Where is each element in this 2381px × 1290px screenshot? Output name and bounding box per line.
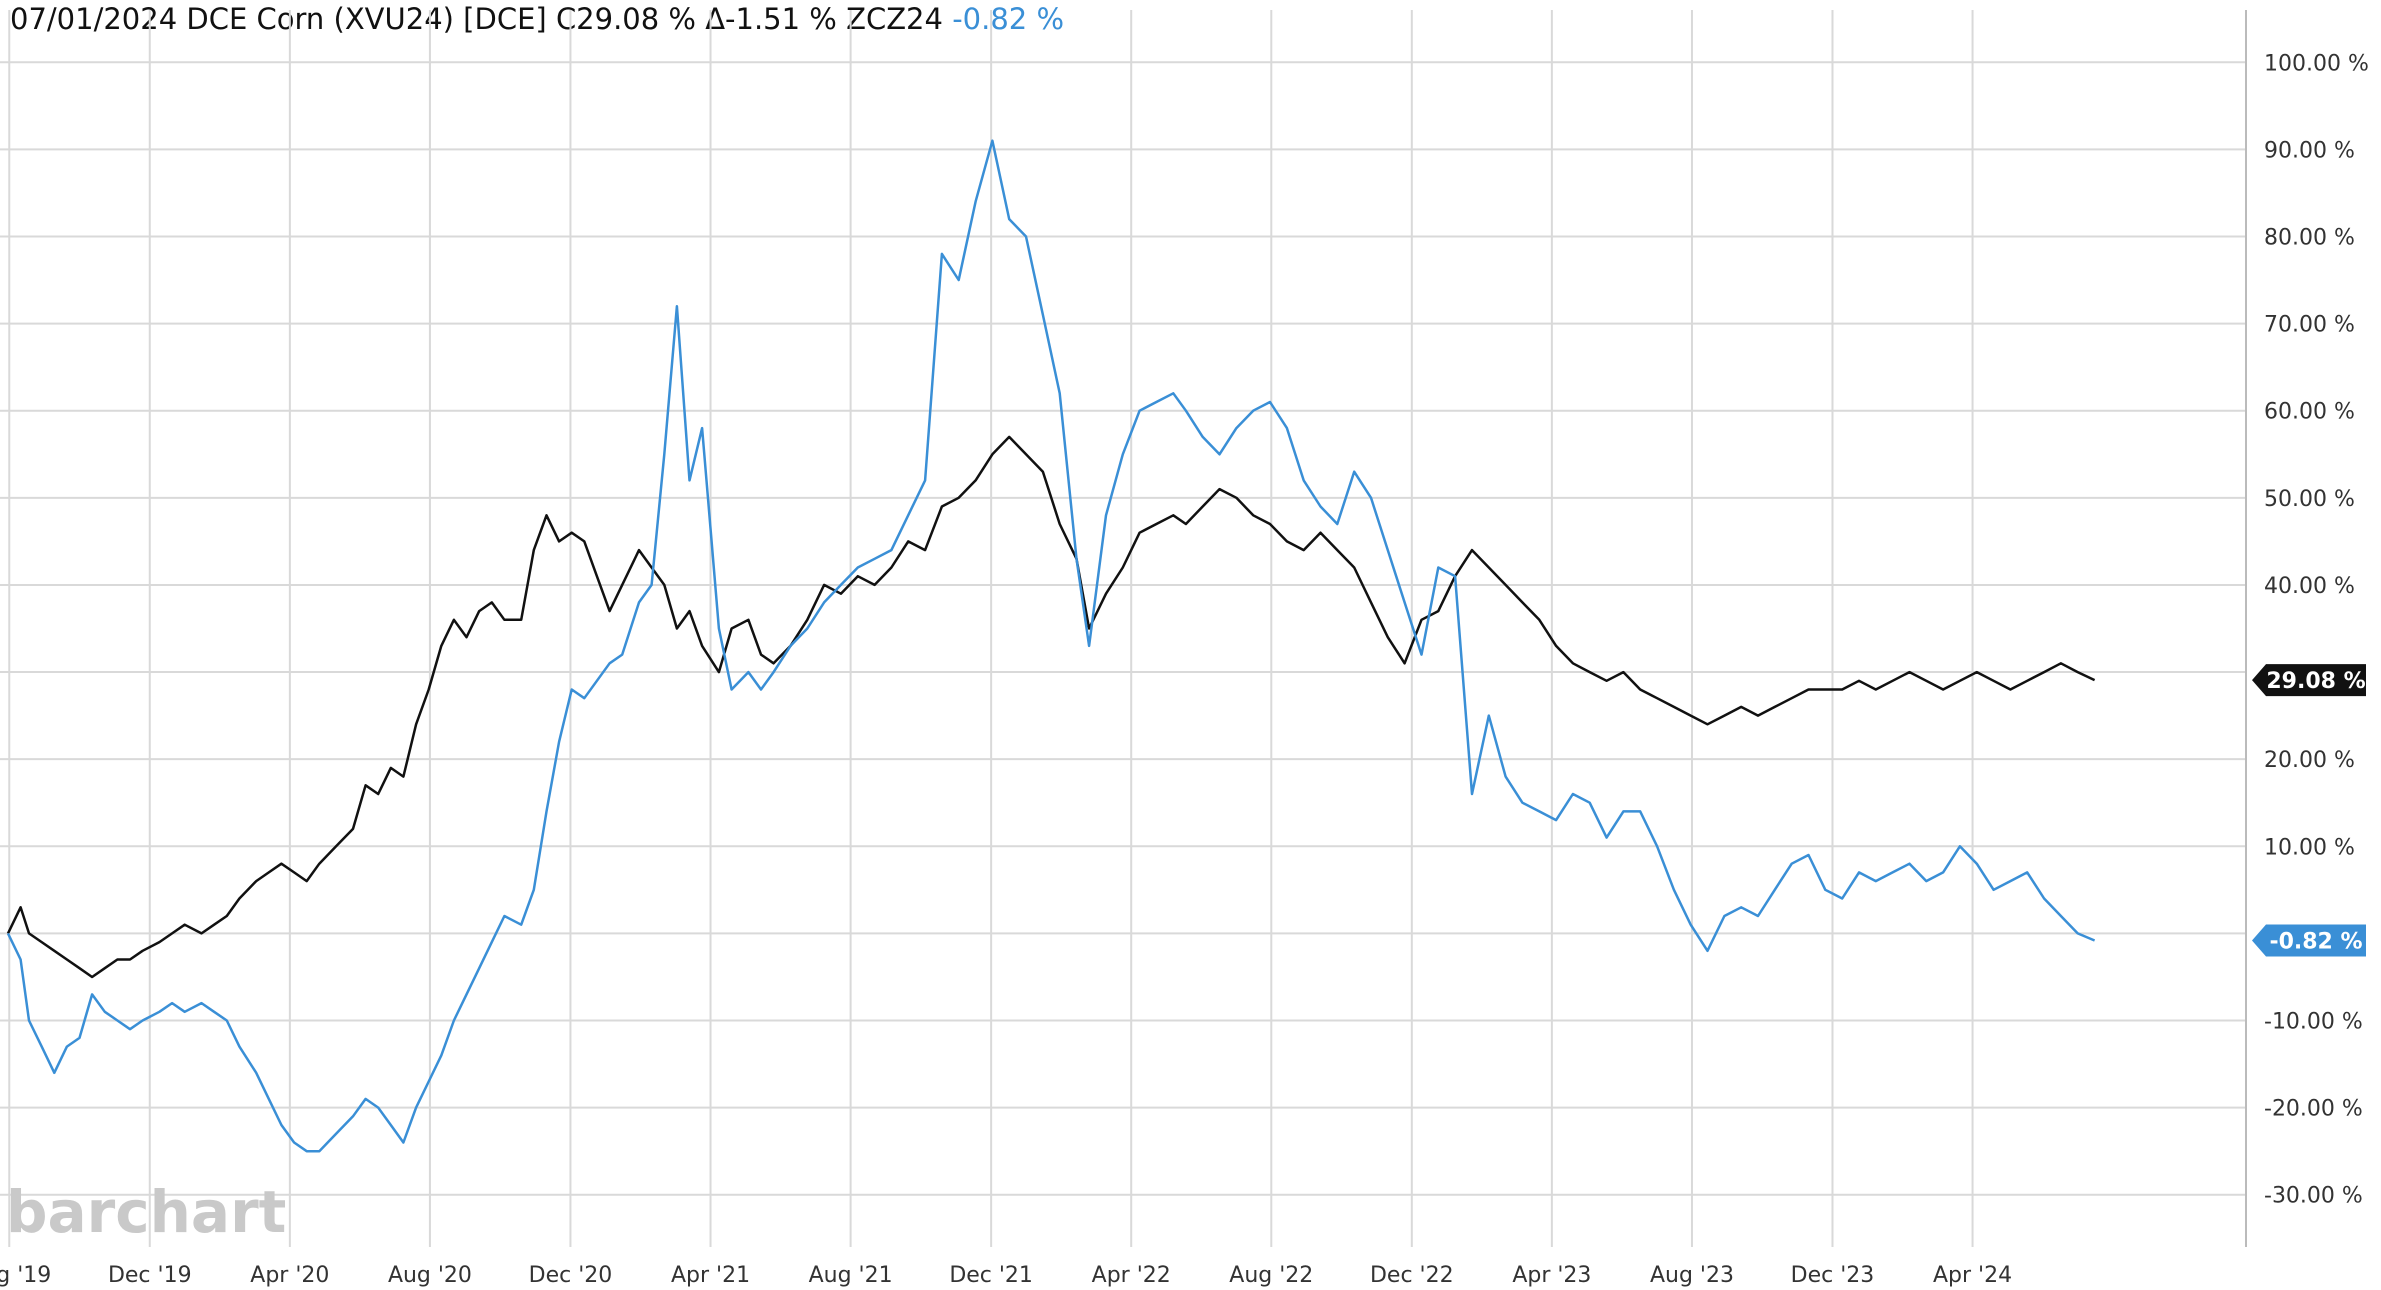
y-tick-label: -20.00 % [2264,1097,2363,1122]
series-line-0[interactable] [6,435,2096,979]
x-axis: Aug '19 Dec '19 Apr '20 Aug '20 Dec '20 Apr '… [0,1263,2012,1288]
y-tick-label: 80.00 % [2264,225,2355,250]
x-tick-label: Aug '22 [1229,1263,1313,1288]
y-tick-label: 40.00 % [2264,574,2355,599]
series-lines[interactable] [6,139,2096,1153]
grid-lines [0,10,2246,1247]
x-tick-label: Dec '20 [529,1263,613,1288]
x-tick-label: Apr '23 [1512,1263,1591,1288]
y-tick-label: -30.00 % [2264,1184,2363,1209]
x-tick-label: Dec '23 [1791,1263,1875,1288]
series-line-1[interactable] [6,139,2096,1153]
last-value-tag-label: -0.82 % [2269,930,2362,955]
y-axis: 100.00 % 90.00 % 80.00 % 70.00 % 60.00 % 50.0… [2245,10,2369,1247]
y-tick-label: 50.00 % [2264,487,2355,512]
x-tick-label: Dec '22 [1370,1263,1454,1288]
x-tick-label: Aug '21 [809,1263,893,1288]
x-tick-label: Aug '23 [1650,1263,1734,1288]
y-tick-label: 70.00 % [2264,313,2355,338]
x-tick-label: Apr '20 [250,1263,329,1288]
header-secondary-label: ZCZ24 [846,2,943,36]
x-tick-label: Aug '20 [388,1263,472,1288]
y-tick-label: 10.00 % [2264,835,2355,860]
chart-header: 07/01/2024 DCE Corn (XVU24) [DCE] C29.08… [10,2,1064,36]
y-tick-label: 90.00 % [2264,138,2355,163]
header-primary-label: DCE Corn (XVU24) [DCE] [186,2,547,36]
y-tick-label: 100.00 % [2264,51,2369,76]
x-tick-label: Dec '21 [949,1263,1033,1288]
x-tick-label: Apr '22 [1092,1263,1171,1288]
header-secondary-value: -0.82 % [952,2,1064,36]
barchart-logo: barchart [6,1178,286,1246]
y-tick-label: 60.00 % [2264,400,2355,425]
last-value-tag-label: 29.08 % [2266,669,2365,694]
last-value-tag-1 [2252,924,2366,957]
y-tick-label: 20.00 % [2264,748,2355,773]
header-primary-value: C29.08 % [555,2,696,36]
last-value-tags: 29.08 % -0.82 % [2252,664,2366,957]
y-tick-label: -10.00 % [2264,1010,2363,1035]
header-delta: Δ-1.51 % [705,2,837,36]
x-tick-label: Dec '19 [108,1263,192,1288]
last-value-tag-0 [2252,664,2366,697]
x-tick-label: Apr '24 [1933,1263,2012,1288]
x-tick-label: Apr '21 [671,1263,750,1288]
x-tick-label: Aug '19 [0,1263,51,1288]
